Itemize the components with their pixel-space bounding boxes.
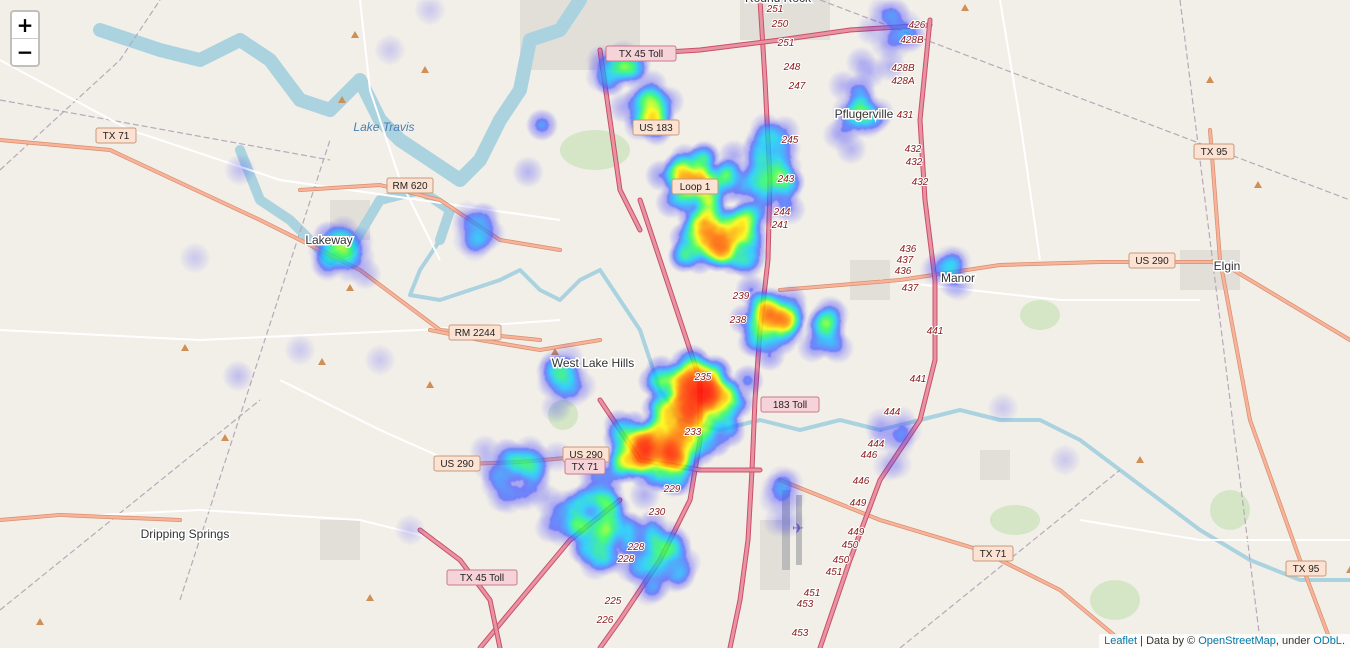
attribution-under: , under bbox=[1275, 635, 1314, 647]
route-shield: US 290 bbox=[1128, 252, 1176, 269]
exit-number: 233 bbox=[684, 427, 702, 438]
exit-number: 245 bbox=[781, 135, 799, 146]
route-shield-label: US 183 bbox=[639, 123, 673, 134]
exit-number: 250 bbox=[771, 19, 789, 30]
water-label: Lake Travis bbox=[353, 120, 414, 134]
place-label: West Lake Hills bbox=[552, 356, 634, 370]
attribution-text: | Data by © bbox=[1137, 635, 1199, 647]
route-shield-label: TX 71 bbox=[980, 549, 1007, 560]
exit-number: 426 bbox=[909, 20, 926, 31]
place-label: Elgin bbox=[1214, 259, 1241, 273]
place-label: Manor bbox=[941, 271, 975, 285]
route-shield: 183 Toll bbox=[760, 396, 820, 413]
route-shield-label: 183 Toll bbox=[773, 400, 807, 411]
exit-number: 225 bbox=[604, 596, 622, 607]
exit-number: 436 bbox=[900, 244, 917, 255]
odbl-link[interactable]: ODbL bbox=[1313, 635, 1342, 647]
osm-link[interactable]: OpenStreetMap bbox=[1198, 635, 1276, 647]
exit-number: 241 bbox=[771, 220, 789, 231]
airport-icon: ✈ bbox=[792, 520, 804, 536]
exit-number: 444 bbox=[884, 407, 901, 418]
exit-number: 449 bbox=[848, 527, 865, 538]
route-shield: TX 95 bbox=[1193, 143, 1235, 160]
exit-number: 428B bbox=[891, 63, 915, 74]
exit-number: 446 bbox=[861, 450, 878, 461]
exit-number: 437 bbox=[897, 255, 914, 266]
exit-number: 450 bbox=[833, 555, 850, 566]
exit-number: 228 bbox=[627, 542, 645, 553]
place-label: Dripping Springs bbox=[141, 527, 230, 541]
zoom-control: + − bbox=[10, 10, 40, 67]
route-shield: TX 71 bbox=[972, 545, 1014, 562]
attribution-end: . bbox=[1341, 635, 1345, 647]
exit-number: 251 bbox=[777, 38, 795, 49]
exit-number: 450 bbox=[842, 540, 859, 551]
exit-number: 229 bbox=[663, 484, 681, 495]
route-shield-label: TX 95 bbox=[1201, 147, 1228, 158]
exit-number: 432 bbox=[912, 177, 929, 188]
route-shield-label: RM 620 bbox=[392, 181, 427, 192]
exit-number: 436 bbox=[895, 266, 912, 277]
exit-number: 428B bbox=[900, 35, 924, 46]
exit-number: 244 bbox=[773, 207, 791, 218]
exit-number: 451 bbox=[826, 567, 843, 578]
route-shield: TX 95 bbox=[1285, 560, 1327, 577]
place-label: Pflugerville bbox=[835, 107, 894, 121]
route-shield: TX 45 Toll bbox=[446, 569, 518, 586]
route-shield: TX 45 Toll bbox=[605, 45, 677, 62]
route-shield-label: TX 45 Toll bbox=[619, 49, 663, 60]
route-shield: US 183 bbox=[632, 119, 680, 136]
exit-number: 243 bbox=[777, 174, 795, 185]
zoom-in-button[interactable]: + bbox=[16, 13, 34, 37]
route-shield-label: US 290 bbox=[440, 459, 474, 470]
route-shield: US 290 bbox=[433, 455, 481, 472]
exit-number: 228 bbox=[617, 554, 635, 565]
exit-number: 441 bbox=[910, 374, 927, 385]
exit-number: 431 bbox=[897, 110, 914, 121]
route-shield-label: US 290 bbox=[569, 450, 603, 461]
route-shield-label: RM 2244 bbox=[455, 328, 496, 339]
exit-number: 251 bbox=[766, 4, 784, 15]
route-shield-label: TX 45 Toll bbox=[460, 573, 504, 584]
place-label: Lakeway bbox=[305, 233, 352, 247]
exit-number: 230 bbox=[648, 507, 666, 518]
leaflet-link[interactable]: Leaflet bbox=[1104, 635, 1138, 647]
exit-number: 428A bbox=[891, 76, 915, 87]
route-shield: RM 2244 bbox=[448, 324, 502, 341]
route-shield: TX 71 bbox=[564, 458, 606, 475]
exit-number: 444 bbox=[868, 439, 885, 450]
exit-number: 238 bbox=[729, 315, 747, 326]
exit-number: 437 bbox=[902, 283, 919, 294]
exit-number: 453 bbox=[797, 599, 814, 610]
route-shield-label: TX 95 bbox=[1293, 564, 1320, 575]
exit-number: 226 bbox=[596, 615, 614, 626]
place-label: Round Rock bbox=[745, 0, 812, 5]
exit-number: 235 bbox=[694, 372, 712, 383]
route-shield-label: TX 71 bbox=[572, 462, 599, 473]
route-shield-label: Loop 1 bbox=[680, 182, 711, 193]
route-shield: TX 71 bbox=[95, 127, 137, 144]
attribution: Leaflet | Data by © OpenStreetMap, under… bbox=[1099, 634, 1350, 648]
exit-number: 453 bbox=[792, 628, 809, 639]
route-shield: Loop 1 bbox=[671, 178, 719, 195]
exit-number: 239 bbox=[732, 291, 750, 302]
exit-number: 247 bbox=[788, 81, 806, 92]
route-shield-label: US 290 bbox=[1135, 256, 1169, 267]
exit-number: 441 bbox=[927, 326, 944, 337]
route-shield: RM 620 bbox=[386, 177, 434, 194]
exit-number: 432 bbox=[905, 144, 922, 155]
exit-number: 449 bbox=[850, 498, 867, 509]
exit-number: 451 bbox=[804, 588, 821, 599]
exit-number: 446 bbox=[853, 476, 870, 487]
exit-number: 432 bbox=[906, 157, 923, 168]
route-shield-label: TX 71 bbox=[103, 131, 130, 142]
zoom-out-button[interactable]: − bbox=[12, 38, 38, 65]
exit-number: 248 bbox=[783, 62, 801, 73]
